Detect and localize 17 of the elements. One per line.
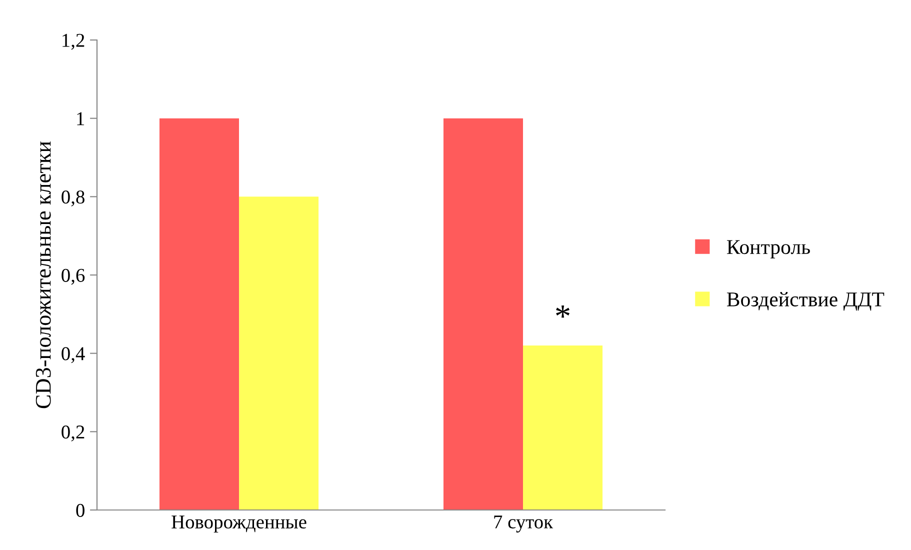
y-tick-label: 1,2 [62, 34, 84, 50]
x-tick-label: Новорожденные [172, 516, 306, 532]
y-tick-label: 0,2 [62, 425, 84, 442]
legend-label: Воздействие ДДТ [726, 292, 884, 311]
annotation: * [556, 305, 570, 318]
y-tick-label: 0,6 [62, 268, 85, 285]
bar [239, 196, 319, 510]
bar [159, 118, 239, 510]
bar [443, 118, 523, 510]
y-tick-label: 0,4 [62, 347, 85, 364]
y-tick-label: 0 [76, 504, 84, 517]
legend-label: Контроль [726, 240, 810, 258]
bar [523, 346, 603, 510]
y-tick-label: 0,8 [62, 190, 84, 206]
y-tick-label: 1 [77, 112, 84, 126]
x-tick-label: 7 суток [494, 516, 554, 532]
y-axis-title: CD3-положительные клетки [36, 141, 51, 408]
